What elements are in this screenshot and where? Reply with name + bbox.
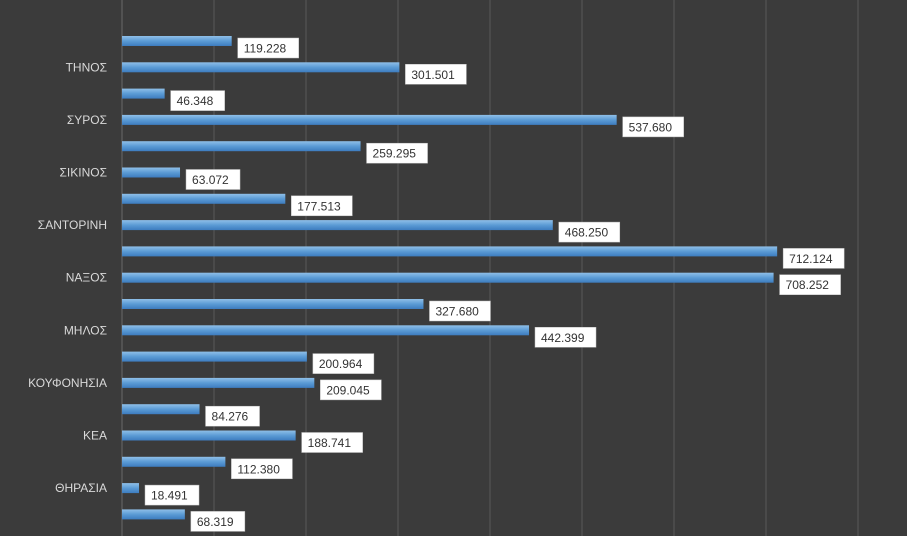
data-label-box [301,432,363,453]
data-label: 63.072 [192,173,229,187]
data-label-box [291,195,353,217]
data-label: 200.964 [319,357,363,371]
data-label-box [405,64,467,85]
gridlines [121,0,859,536]
data-label-box [558,221,621,243]
data-label-box [185,169,241,190]
category-label: ΜΗΛΟΣ [64,323,107,337]
data-label: 537.680 [629,120,673,134]
data-label-box [144,484,200,506]
bar [122,299,424,309]
data-label-box [231,458,293,480]
category-labels: ΤΗΝΟΣ ΣΥΡΟΣ ΣΙΚΙΝΟΣ ΣΑΝΤΟΡΙΝΗ ΝΑΞΟΣ ΜΗΛΟΣ ΚΟΥΦ… [28,60,107,495]
bar [122,220,553,231]
bar [122,114,617,125]
data-label: 209.045 [326,383,370,397]
data-label-box [782,248,845,269]
data-label-box [190,511,246,532]
data-label: 68.319 [197,515,234,529]
data-label: 188.741 [308,436,352,450]
category-label: ΘΗΡΑΣΙΑ [55,481,107,495]
data-label-box [237,37,299,59]
data-label-box [205,405,260,427]
category-label: ΤΗΝΟΣ [66,60,107,74]
bar [122,377,315,388]
data-label-box [170,90,225,111]
category-label: ΝΑΞΟΣ [66,271,107,285]
data-label: 301.501 [411,68,455,82]
category-label: ΚΕΑ [83,429,107,443]
category-label: ΣΑΝΤΟΡΙΝΗ [38,218,107,232]
bar [122,272,774,283]
value-labels: 119.228 301.501 46.348 537.680 259.295 63.072… [144,37,845,532]
data-label: 46.348 [177,94,214,108]
data-label: 84.276 [212,410,249,424]
bar [122,325,530,336]
bar [122,62,400,73]
data-label: 442.399 [541,331,585,345]
data-label-box [366,142,428,164]
data-label: 119.228 [244,42,287,56]
bar [122,141,361,152]
category-label: ΣΙΚΙΝΟΣ [59,166,107,180]
bar [122,246,778,257]
bar [122,193,286,204]
data-label: 327.680 [435,305,479,319]
data-label-box [312,353,375,374]
data-label: 112.380 [237,462,280,476]
category-label: ΣΥΡΟΣ [67,113,107,127]
bar [122,167,181,178]
bar [122,351,307,362]
bars [122,36,778,520]
bar [122,483,140,494]
data-label: 18.491 [151,489,188,503]
bar [122,430,296,441]
data-label-box [622,116,684,138]
bar [122,88,165,99]
data-label: 177.513 [297,199,341,213]
data-label-box [429,300,491,322]
bar [122,36,232,46]
category-label: ΚΟΥΦΟΝΗΣΙΑ [28,376,107,390]
bar [122,404,200,415]
bar [122,456,226,467]
data-label-box [779,274,841,295]
data-label-box [320,379,382,401]
data-label: 708.252 [786,278,830,292]
data-label: 468.250 [565,226,609,240]
data-label-box [534,327,597,348]
data-label: 259.295 [373,147,417,161]
bar [122,509,185,520]
data-label: 712.124 [789,252,833,266]
